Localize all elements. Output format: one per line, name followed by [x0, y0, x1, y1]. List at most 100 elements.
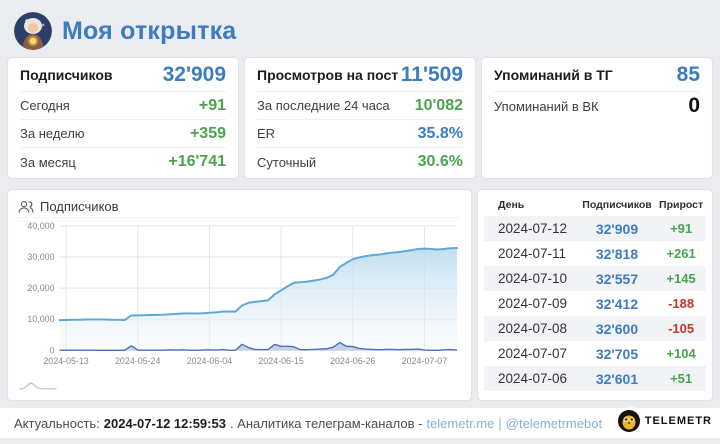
stat-value: 32'909 — [162, 62, 226, 86]
chart-title: Подписчиков — [40, 199, 119, 214]
stat-value: 85 — [676, 62, 700, 86]
cell-day: 2024-07-11 — [498, 246, 567, 261]
cell-growth: +261 — [666, 246, 696, 261]
table-head: День Подписчиков Прирост — [484, 194, 706, 216]
cell-day: 2024-07-08 — [498, 321, 568, 336]
stat-value: 0 — [688, 94, 700, 117]
svg-text:2024-07-07: 2024-07-07 — [402, 356, 447, 366]
stat-label: Сегодня — [20, 98, 70, 113]
cell-growth: +91 — [670, 221, 693, 236]
stats-cards-row: Подписчиков 32'909 Сегодня +91 За неделю +359… — [0, 58, 720, 178]
cell-subscribers: 32'600 — [595, 320, 639, 337]
watermark-brand-text: TELEMETR — [644, 415, 712, 427]
table-body: 2024-07-12 32'909 +91 2024-07-11 32'818 +261 2… — [484, 216, 706, 391]
cell-subscribers: 32'601 — [595, 370, 639, 387]
telemetr-site-link[interactable]: telemetr.me — [426, 415, 495, 431]
stat-row: Сегодня +91 — [20, 92, 226, 120]
stat-value: 11'509 — [400, 62, 463, 86]
footer-separator: | — [498, 415, 502, 431]
svg-text:2024-05-24: 2024-05-24 — [115, 356, 160, 366]
table-row: 2024-07-11 32'818 +261 — [484, 241, 706, 266]
cell-day: 2024-07-10 — [498, 271, 568, 286]
telemetr-owl-icon — [617, 410, 640, 432]
table-header-2: Прирост — [659, 199, 704, 211]
stat-label: Упоминаний в ВК — [494, 98, 599, 114]
stat-card-views: Просмотров на пост 11'509 За последние 24 … — [245, 58, 475, 178]
table-header-0: День — [498, 199, 525, 211]
cell-day: 2024-07-07 — [498, 346, 568, 361]
svg-text:30,000: 30,000 — [27, 252, 54, 262]
daily-stats-table: День Подписчиков Прирост 2024-07-12 32'909 +… — [484, 194, 706, 391]
cell-growth: +51 — [670, 371, 693, 386]
stat-label: За последние 24 часа — [257, 98, 390, 113]
table-row: 2024-07-10 32'557 +145 — [484, 266, 706, 291]
footer-datetime: 2024-07-12 12:59:53 — [103, 415, 226, 431]
channel-header: Моя открытка — [0, 0, 720, 58]
cell-subscribers: 32'818 — [595, 245, 639, 262]
cell-growth: +145 — [666, 271, 696, 286]
stat-label: За месяц — [20, 154, 76, 170]
stat-row: Просмотров на пост 11'509 — [257, 58, 463, 92]
table-row: 2024-07-12 32'909 +91 — [484, 216, 706, 241]
stat-value: 35.8% — [417, 124, 463, 142]
cell-subscribers: 32'705 — [595, 345, 639, 362]
table-row: 2024-07-09 32'412 -188 — [484, 291, 706, 316]
stat-value: 30.6% — [417, 153, 463, 170]
cell-day: 2024-07-06 — [498, 371, 568, 386]
stat-label: Суточный — [257, 154, 317, 170]
avatar-illustration — [14, 12, 52, 50]
svg-text:2024-06-04: 2024-06-04 — [187, 356, 232, 366]
stat-label: Подписчиков — [20, 66, 113, 83]
stat-row: Суточный 30.6% — [257, 148, 463, 176]
stat-label: Упоминаний в ТГ — [494, 66, 613, 83]
stat-value: +91 — [198, 96, 226, 114]
cell-subscribers: 32'909 — [595, 220, 639, 237]
telemetr-bot-link[interactable]: @telemetrmebot — [505, 415, 603, 431]
footer-bar: Актуальность: 2024-07-12 12:59:53 . Анал… — [0, 408, 720, 438]
stat-value: 10'082 — [414, 96, 463, 114]
svg-text:10,000: 10,000 — [27, 314, 54, 324]
chart-header: Подписчиков — [18, 196, 461, 218]
cell-growth: +104 — [666, 346, 696, 361]
subscribers-chart-card: Подписчиков 0 10,000 20,000 30,000 40,000 202… — [8, 190, 471, 400]
daily-stats-table-card: День Подписчиков Прирост 2024-07-12 32'909 +… — [478, 190, 712, 400]
watermark-logo: TELEMETR — [617, 409, 712, 433]
cell-day: 2024-07-09 — [498, 296, 568, 311]
stat-row: ER 35.8% — [257, 120, 463, 148]
stat-row: Упоминаний в ВК 0 — [494, 92, 700, 120]
page-title[interactable]: Моя открытка — [62, 16, 237, 45]
footer-description: . Аналитика телеграм-каналов - — [229, 415, 423, 431]
stat-card-subscribers: Подписчиков 32'909 Сегодня +91 За неделю +359… — [8, 58, 238, 178]
stat-label: Просмотров на пост — [257, 66, 399, 83]
svg-text:20,000: 20,000 — [27, 283, 54, 293]
svg-text:2024-06-26: 2024-06-26 — [330, 356, 375, 366]
table-header-1: Подписчиков — [582, 199, 652, 211]
table-row: 2024-07-06 32'601 +51 — [484, 366, 706, 391]
subscribers-area-chart[interactable]: 0 10,000 20,000 30,000 40,000 2024-05-13 2024-… — [18, 220, 461, 376]
sparkline-preview-icon — [19, 382, 57, 390]
chart-zoom-preview[interactable] — [18, 376, 461, 392]
stat-row: За последние 24 часа 10'082 — [257, 92, 463, 120]
stat-label: За неделю — [20, 126, 85, 141]
stat-value: +359 — [189, 124, 226, 142]
cell-day: 2024-07-12 — [498, 221, 568, 236]
subscribers-icon — [18, 200, 34, 213]
telemetr-watermark: TELEMETR — [612, 402, 720, 440]
stat-card-mentions: Упоминаний в ТГ 85 Упоминаний в ВК 0 — [482, 58, 712, 178]
stat-value: +16'741 — [168, 153, 226, 170]
stat-row: За месяц +16'741 — [20, 148, 226, 176]
cell-subscribers: 32'557 — [595, 270, 639, 287]
cell-subscribers: 32'412 — [595, 295, 639, 312]
stat-row: Подписчиков 32'909 — [20, 58, 226, 92]
channel-avatar — [14, 12, 52, 50]
footer-actuality-label: Актуальность: — [14, 415, 100, 431]
main-row: Подписчиков 0 10,000 20,000 30,000 40,000 202… — [0, 190, 720, 400]
table-row: 2024-07-07 32'705 +104 — [484, 341, 706, 366]
svg-text:0: 0 — [50, 345, 55, 355]
svg-text:2024-06-15: 2024-06-15 — [258, 356, 303, 366]
stat-row: Упоминаний в ТГ 85 — [494, 58, 700, 92]
table-row: 2024-07-08 32'600 -105 — [484, 316, 706, 341]
stat-label: ER — [257, 126, 276, 141]
stat-row: За неделю +359 — [20, 120, 226, 148]
